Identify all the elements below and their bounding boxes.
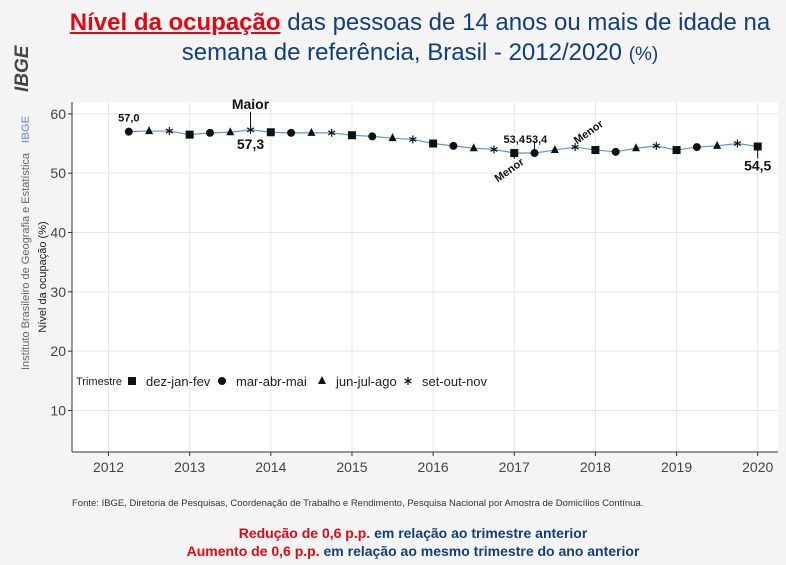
data-point (307, 127, 316, 136)
legend-label: set-out-nov (422, 374, 488, 389)
data-point (469, 143, 478, 152)
y-tick-label: 50 (50, 165, 66, 181)
data-point (368, 132, 377, 141)
x-tick-label: 2015 (336, 459, 367, 475)
data-point (692, 143, 701, 152)
data-point (571, 143, 579, 152)
legend-label: jun-jul-ago (335, 374, 397, 389)
annotation-label: 53,4 (526, 134, 548, 146)
legend-title: Trimestre (76, 376, 122, 388)
x-tick-label: 2012 (93, 459, 124, 475)
series-line (128, 129, 758, 154)
data-point (266, 128, 275, 137)
data-point (449, 141, 458, 150)
annotation-label: 54,5 (744, 157, 771, 173)
data-point (287, 128, 296, 137)
source-note: Fonte: IBGE, Diretoria de Pesquisas, Coo… (72, 498, 644, 509)
x-tick-label: 2020 (742, 459, 773, 475)
legend-marker (404, 377, 412, 385)
annotation-label: Maior (232, 96, 270, 112)
data-point (388, 133, 397, 142)
title-unit: (%) (628, 44, 659, 65)
footer-line-2-text: em relação ao mesmo trimestre do ano ant… (319, 543, 640, 559)
data-point (205, 128, 214, 137)
data-point (631, 143, 640, 152)
x-tick-label: 2014 (255, 459, 286, 475)
data-point (733, 139, 742, 148)
data-point (124, 127, 133, 136)
y-tick-label: 20 (50, 343, 66, 359)
footer-line-1: Redução de 0,6 p.p. em relação ao trimes… (40, 525, 786, 541)
data-point (672, 146, 681, 155)
data-point (611, 147, 620, 156)
data-point (490, 145, 498, 154)
y-tick-label: 40 (50, 225, 66, 241)
y-tick-label: 30 (50, 284, 66, 300)
legend-marker (218, 377, 226, 385)
title-highlight: Nível da ocupação (69, 9, 281, 36)
legend-marker (318, 376, 326, 384)
y-tick-label: 60 (50, 106, 66, 122)
data-point (652, 141, 661, 150)
data-point (347, 131, 356, 140)
title-rest: das pessoas de 14 anos ou mais de idade … (181, 9, 771, 66)
data-point (165, 127, 174, 136)
x-tick-label: 2018 (580, 459, 611, 475)
data-point (429, 139, 438, 148)
x-tick-label: 2013 (174, 459, 205, 475)
legend-label: dez-jan-fev (146, 374, 211, 389)
x-tick-label: 2019 (661, 459, 692, 475)
data-point (713, 140, 722, 149)
legend-label: mar-abr-mai (236, 374, 307, 389)
y-tick-label: 10 (50, 402, 66, 418)
footer-line-2: Aumento de 0,6 p.p. em relação ao mesmo … (40, 543, 786, 559)
annotation-label: 57,0 (118, 113, 139, 125)
annotation-label: 57,3 (237, 136, 264, 152)
annotation-label: 53,4 (504, 134, 526, 146)
page-title: Nível da ocupação das pessoas de 14 anos… (60, 8, 780, 70)
x-tick-label: 2016 (418, 459, 449, 475)
footer-line-2-highlight: Aumento de 0,6 p.p. (186, 543, 320, 559)
footer-line-1-text: em relação ao trimestre anterior (370, 525, 588, 541)
plot-background (72, 102, 778, 452)
footer-line-1-highlight: Redução de 0,6 p.p. (238, 525, 371, 541)
ibge-logo: IBGE (12, 44, 33, 92)
legend-marker (128, 377, 136, 385)
data-point (185, 130, 194, 139)
data-point (550, 145, 559, 154)
sidebar: IBGE Instituto Brasileiro de Geografia e… (0, 0, 40, 565)
data-point (753, 142, 762, 151)
data-point (226, 127, 235, 136)
logo-text: IBGE (12, 44, 33, 92)
data-point (327, 128, 336, 137)
x-tick-label: 2017 (499, 459, 530, 475)
data-point (530, 149, 539, 158)
data-point (591, 146, 600, 155)
data-point (409, 135, 417, 144)
y-axis-label: Nível da ocupação (%) (37, 221, 49, 332)
data-point (145, 126, 154, 135)
